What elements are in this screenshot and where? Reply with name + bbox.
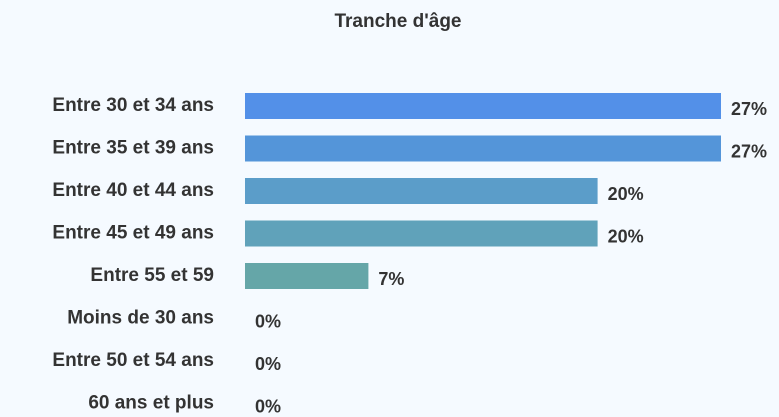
category-label: Entre 50 et 54 ans	[52, 350, 214, 371]
category-label: Entre 40 et 44 ans	[52, 180, 214, 201]
category-label: Entre 45 et 49 ans	[52, 223, 214, 244]
value-label: 7%	[378, 269, 404, 289]
category-label: Entre 30 et 34 ans	[52, 95, 214, 116]
value-label: 0%	[255, 396, 281, 416]
value-label: 0%	[255, 311, 281, 331]
category-label: Moins de 30 ans	[67, 308, 214, 329]
value-label: 27%	[731, 99, 767, 119]
value-label: 0%	[255, 354, 281, 374]
value-label: 27%	[731, 141, 767, 161]
category-label: Entre 55 et 59	[90, 265, 214, 286]
bar	[245, 220, 598, 247]
category-label: 60 ans et plus	[88, 393, 214, 414]
value-label: 20%	[608, 184, 644, 204]
bar	[245, 178, 598, 204]
bar	[245, 93, 721, 119]
chart-title: Tranche d'âge	[334, 11, 461, 32]
bar	[245, 263, 369, 289]
value-label: 20%	[608, 226, 644, 246]
bar	[245, 135, 721, 162]
category-label: Entre 35 et 39 ans	[52, 138, 214, 159]
